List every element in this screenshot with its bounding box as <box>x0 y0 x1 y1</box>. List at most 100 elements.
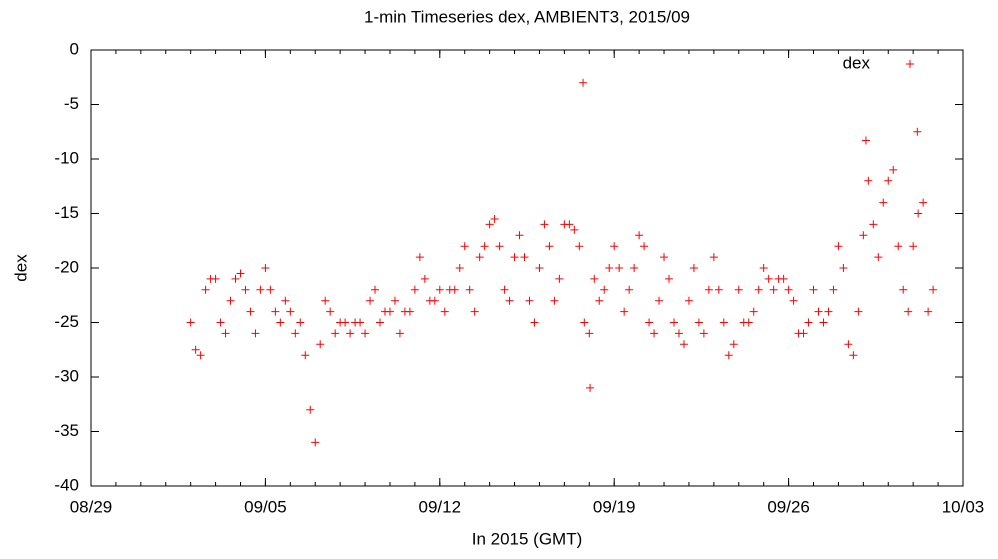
point <box>640 242 649 251</box>
point <box>276 318 285 327</box>
y-tick-label: -15 <box>54 203 79 222</box>
point <box>361 329 370 338</box>
point <box>650 329 659 338</box>
point <box>769 285 778 294</box>
point <box>555 274 564 283</box>
point <box>724 351 733 360</box>
point <box>610 242 619 251</box>
point <box>904 307 913 316</box>
point <box>814 307 823 316</box>
point <box>590 274 599 283</box>
point <box>784 285 793 294</box>
y-tick-label: -5 <box>64 94 79 113</box>
point <box>296 318 305 327</box>
point <box>405 307 414 316</box>
point <box>924 307 933 316</box>
point <box>271 307 280 316</box>
point <box>729 340 738 349</box>
point <box>779 274 788 283</box>
point <box>789 296 798 305</box>
point <box>341 318 350 327</box>
point <box>530 318 539 327</box>
point <box>864 176 873 185</box>
point <box>465 285 474 294</box>
point <box>440 307 449 316</box>
point <box>485 220 494 229</box>
point <box>655 296 664 305</box>
x-tick-label: 09/12 <box>419 497 462 516</box>
point <box>470 307 479 316</box>
point <box>635 231 644 240</box>
point <box>759 264 768 272</box>
point <box>191 345 200 354</box>
point <box>719 318 728 327</box>
point <box>475 253 484 262</box>
point <box>764 274 773 283</box>
y-axis-label: dex <box>11 254 30 282</box>
point <box>500 285 509 294</box>
point <box>540 220 549 229</box>
point <box>510 253 519 262</box>
point <box>884 176 893 185</box>
point <box>679 340 688 349</box>
point <box>714 285 723 294</box>
y-tick-label: -10 <box>54 148 79 167</box>
plot-area <box>186 78 938 447</box>
y-tick-label: -30 <box>54 366 79 385</box>
point <box>316 340 325 349</box>
point <box>281 296 290 305</box>
point <box>645 318 654 327</box>
point <box>620 307 629 316</box>
x-axis-label: In 2015 (GMT) <box>472 529 583 548</box>
point <box>854 307 863 316</box>
point <box>415 253 424 262</box>
point <box>371 285 380 294</box>
point <box>435 285 444 294</box>
point <box>236 269 245 278</box>
point <box>605 264 614 272</box>
point <box>899 285 908 294</box>
point <box>550 296 559 305</box>
legend-label: dex <box>843 53 871 72</box>
point <box>615 264 624 272</box>
point <box>251 329 260 338</box>
point <box>665 274 674 283</box>
point <box>535 264 544 272</box>
point <box>914 209 923 218</box>
point <box>261 264 270 272</box>
point <box>684 296 693 305</box>
point <box>366 296 375 305</box>
point <box>704 285 713 294</box>
point <box>674 329 683 338</box>
point <box>859 231 868 240</box>
y-tick-label: -35 <box>54 421 79 440</box>
point <box>861 136 870 145</box>
y-tick-label: 0 <box>70 39 79 58</box>
point <box>585 329 594 338</box>
point <box>455 264 464 272</box>
point <box>844 340 853 349</box>
point <box>909 242 918 251</box>
point <box>505 296 514 305</box>
point <box>201 285 210 294</box>
point <box>669 318 678 327</box>
point <box>929 285 938 294</box>
point <box>266 285 275 294</box>
point <box>390 296 399 305</box>
point <box>824 307 833 316</box>
point <box>291 329 300 338</box>
y-tick-label: -25 <box>54 312 79 331</box>
chart-title: 1-min Timeseries dex, AMBIENT3, 2015/09 <box>364 7 690 26</box>
point <box>600 285 609 294</box>
point <box>744 318 753 327</box>
point <box>570 225 579 234</box>
point <box>226 296 235 305</box>
x-tick-label: 09/19 <box>593 497 636 516</box>
point <box>630 264 639 272</box>
point <box>286 307 295 316</box>
point <box>321 296 330 305</box>
point <box>869 220 878 229</box>
point <box>306 405 315 414</box>
